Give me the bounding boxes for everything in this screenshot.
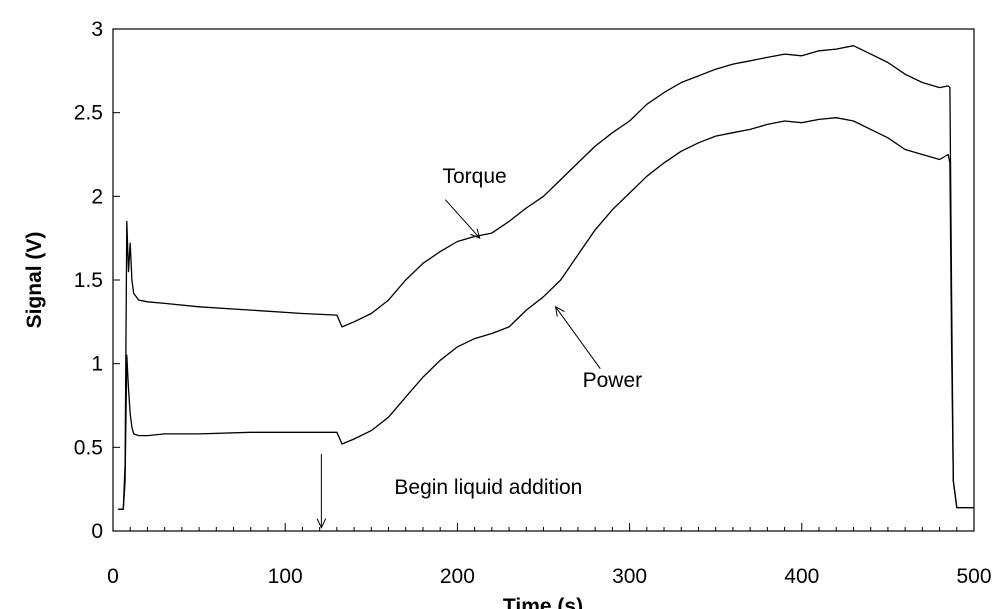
annotation-group: Torque Power Begin liquid addition	[316, 165, 643, 529]
y-tick-label: 2	[91, 185, 103, 208]
x-tick-label: 400	[784, 565, 819, 588]
annotation-arrow-line	[444, 199, 481, 239]
x-axis-title: Time (s)	[503, 595, 583, 609]
series-line-torque	[118, 45, 974, 510]
x-tick-label: 200	[440, 565, 475, 588]
annotation-arrow-line	[555, 306, 601, 369]
y-tick-label: 1	[91, 353, 103, 376]
x-tick-label: 300	[612, 565, 647, 588]
annotation-label: Torque	[443, 165, 507, 188]
annotation-label: Power	[583, 369, 643, 392]
annotation-arrow-head	[316, 518, 327, 529]
y-tick-label: 0.5	[74, 436, 103, 459]
y-tick-label: 1.5	[74, 269, 103, 292]
series-group	[118, 45, 974, 510]
y-axis-ticks: 0 0.5 1 1.5 2 2.5 3	[74, 18, 120, 543]
series-line-power	[118, 117, 974, 510]
x-tick-label: 500	[956, 565, 991, 588]
x-tick-label: 0	[107, 565, 119, 588]
x-tick-label: 100	[268, 565, 303, 588]
annotation-label: Begin liquid addition	[394, 476, 582, 499]
x-axis-ticks: 0 100 200 300 400 500	[107, 523, 992, 588]
y-tick-label: 3	[91, 18, 103, 41]
y-axis-title: Signal (V)	[23, 232, 46, 329]
annotation-arrow-head	[470, 228, 481, 240]
y-tick-label: 0	[91, 520, 103, 543]
plot-area	[112, 28, 975, 532]
y-tick-label: 2.5	[74, 102, 103, 125]
annotation-arrow-head	[554, 305, 565, 317]
